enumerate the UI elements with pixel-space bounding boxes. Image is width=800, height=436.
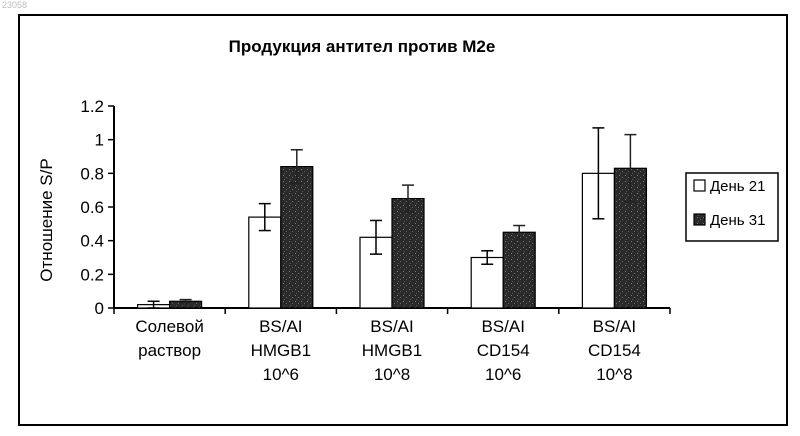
- category-label: CD154: [588, 341, 641, 360]
- legend-swatch: [694, 180, 705, 191]
- y-tick-label: 0.2: [80, 265, 104, 284]
- y-tick-label: 0: [95, 299, 104, 318]
- category-label: HMGB1: [362, 341, 422, 360]
- category-label: 10^8: [596, 365, 632, 384]
- y-tick-label: 1: [95, 131, 104, 150]
- y-tick-label: 0.4: [80, 232, 104, 251]
- category-label: 10^6: [485, 365, 521, 384]
- category-label: раствор: [138, 341, 201, 360]
- bar-series-1: [471, 258, 503, 309]
- y-tick-label: 1.2: [80, 97, 104, 116]
- category-label: BS/AI: [481, 317, 524, 336]
- plot-area: 0 0.2 0.4 0.6 0.8 1 1.2 Солевой раствор BS/AI HMGB…: [80, 97, 670, 384]
- category-label: BS/AI: [370, 317, 413, 336]
- category-label: 10^6: [263, 365, 299, 384]
- legend-swatch: [694, 214, 705, 225]
- y-tick-label: 0.8: [80, 164, 104, 183]
- bar-series-2: [392, 199, 424, 308]
- y-axis-title: Отношение S/P: [37, 158, 56, 281]
- legend-label: День 31: [710, 212, 765, 229]
- category-label: BS/AI: [593, 317, 636, 336]
- bar-series-2: [503, 232, 535, 308]
- legend: День 21 День 31: [686, 173, 778, 241]
- category-label: 10^8: [374, 365, 410, 384]
- category-label: CD154: [477, 341, 530, 360]
- category-label: Солевой: [135, 317, 204, 336]
- legend-label: День 21: [710, 178, 765, 195]
- chart-title: Продукция антител против M2e: [229, 37, 496, 56]
- y-tick-label: 0.6: [80, 198, 104, 217]
- category-label: HMGB1: [251, 341, 311, 360]
- bar-series-2: [281, 167, 313, 308]
- category-label: BS/AI: [259, 317, 302, 336]
